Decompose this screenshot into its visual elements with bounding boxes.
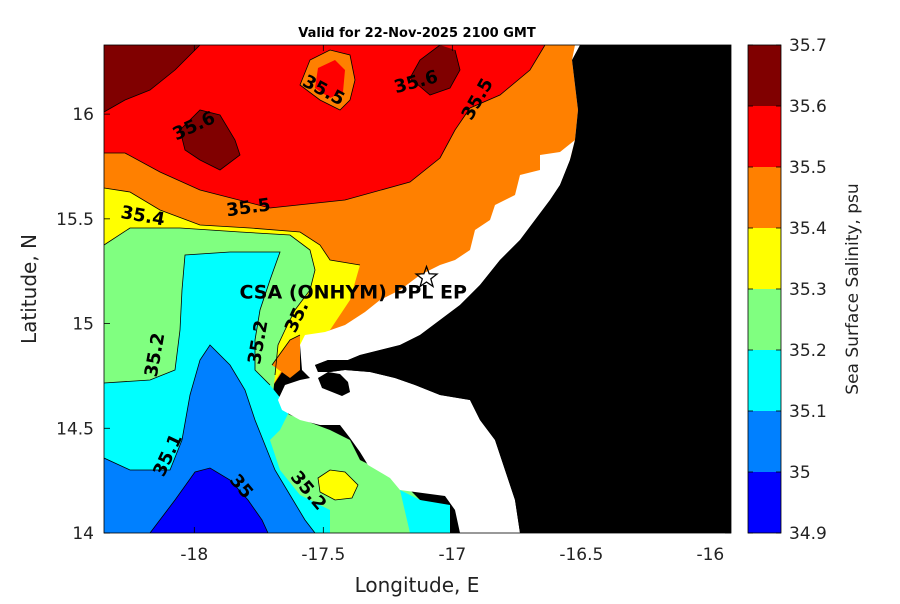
plot-frame [103, 44, 732, 534]
colorbar-tick-label: 35.7 [789, 36, 827, 56]
x-axis-ticks: -18 -17.5 -17 -16.5 -16 [180, 45, 724, 565]
colorbar-swatch [748, 228, 781, 289]
plot-area: 35.635.5 35.6 35.535.4 35.535.2 35.235.35.13… [104, 45, 731, 533]
colorbar-tick-label: 34.9 [789, 524, 827, 544]
x-tick-label: -17 [438, 545, 466, 565]
colorbar: 34.9 35 35.1 35.2 35.3 35.4 35.5 35.6 35.7 [747, 36, 827, 544]
y-tick-label: 14.5 [56, 419, 94, 439]
station-marker-group: CSA (ONHYM) PPL EP [240, 264, 467, 303]
x-axis-label: Longitude, E [355, 573, 480, 597]
colorbar-swatch [748, 411, 781, 472]
colorbar-tick-label: 35.2 [789, 341, 827, 361]
y-tick-label: 16 [72, 105, 94, 125]
land-coast [315, 45, 731, 533]
x-tick-label: -17.5 [301, 545, 345, 565]
y-tick-label: 15.5 [56, 210, 94, 230]
colorbar-tick-label: 35.4 [789, 219, 827, 239]
x-tick-label: -18 [180, 545, 208, 565]
colorbar-swatch [748, 45, 781, 106]
x-tick-label: -16.5 [559, 545, 603, 565]
colorbar-swatch [748, 106, 781, 167]
fill-band-35.6-35.7-nw [104, 45, 200, 112]
colorbar-tick-label: 35.3 [789, 280, 827, 300]
y-axis-label: Latitude, N [17, 234, 41, 344]
contour-lines [104, 45, 546, 533]
y-tick-label: 15 [72, 315, 94, 335]
fill-band-35.6-35.7-north [410, 45, 460, 95]
chart-title: Valid for 22-Nov-2025 2100 GMT [298, 26, 536, 41]
fill-band-35.4-35.5-cape [272, 335, 300, 378]
fill-band-35.3-35.4-south-patch [318, 470, 358, 500]
no-data-mask [278, 45, 580, 533]
cape-vert-peninsula [318, 372, 350, 396]
station-label: CSA (ONHYM) PPL EP [240, 281, 467, 303]
fill-band-35.6-35.7-center [180, 110, 240, 170]
colorbar-swatch [748, 289, 781, 350]
fill-band-34.9-35.0 [150, 468, 268, 533]
colorbar-swatch [748, 350, 781, 411]
y-axis-ticks: 14 14.5 15 15.5 16 [56, 105, 731, 544]
colorbar-tick-label: 35.6 [789, 97, 827, 117]
fill-band-35.1-35.2-coast [400, 490, 450, 533]
colorbar-tick-label: 35 [789, 463, 811, 483]
fill-band-35.0-35.1 [104, 345, 315, 533]
x-tick-label: -16 [696, 545, 724, 565]
fill-band-35.5-35.6-north-patch [315, 60, 345, 98]
colorbar-label: Sea Surface Salinity, psu [843, 183, 863, 394]
y-tick-label: 14 [72, 524, 94, 544]
colorbar-tick-label: 35.5 [789, 158, 827, 178]
colorbar-swatch [748, 472, 781, 533]
salinity-fills [104, 45, 580, 533]
station-star-icon [414, 264, 439, 288]
colorbar-swatch [748, 167, 781, 228]
colorbar-tick-label: 35.1 [789, 402, 827, 422]
